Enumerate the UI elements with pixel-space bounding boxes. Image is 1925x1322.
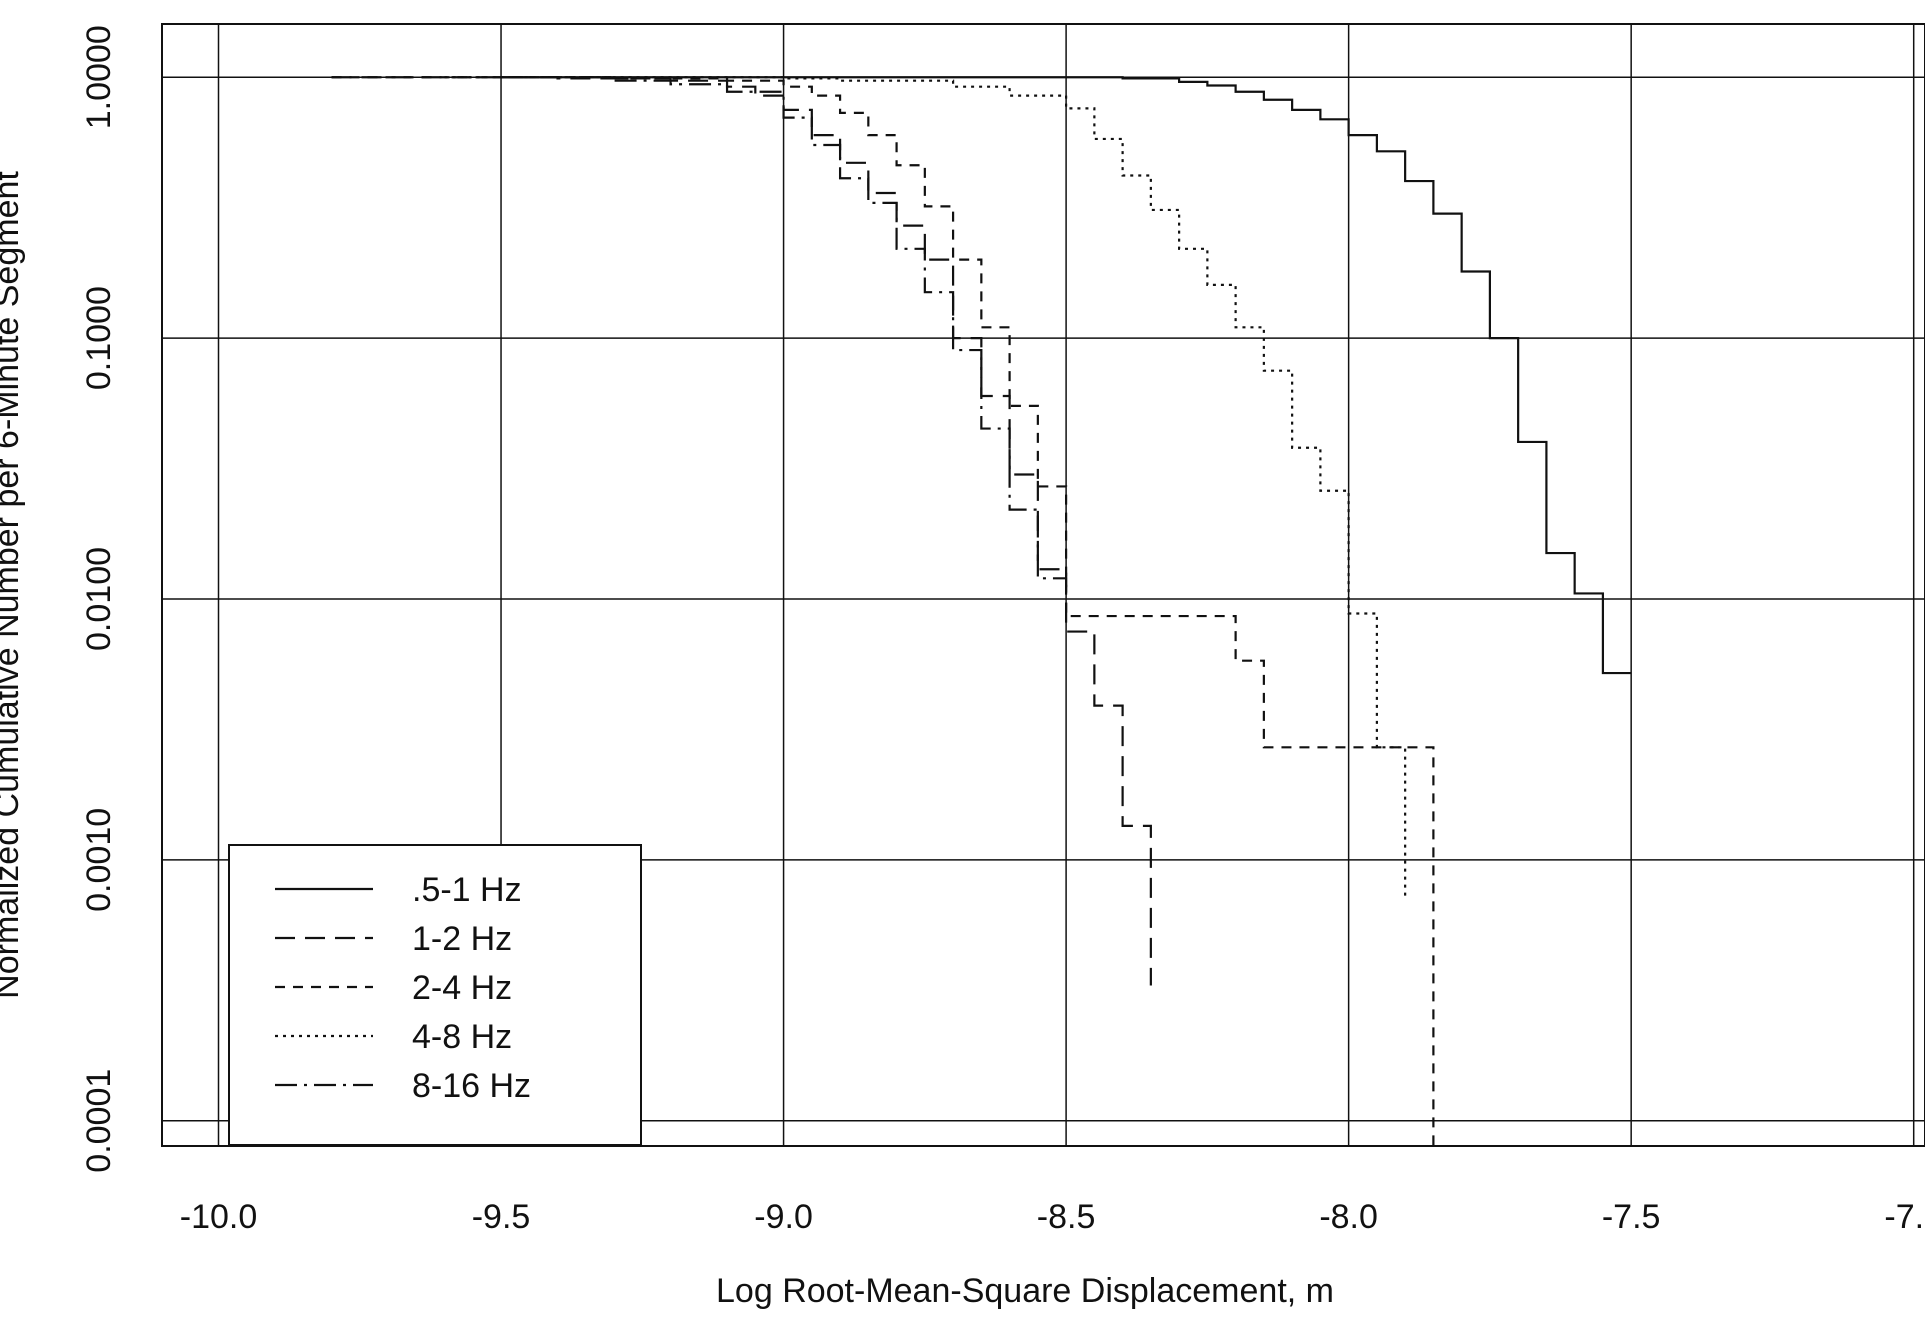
x-tick-label-3: -8.5 <box>1037 1198 1096 1236</box>
y-tick-label-3: 0.0010 <box>80 808 118 912</box>
series-group <box>331 76 1632 1146</box>
legend-label-4: 4-8 Hz <box>412 1018 512 1056</box>
legend-label-3: 2-4 Hz <box>412 969 512 1007</box>
x-tick-label-4: -8.0 <box>1319 1198 1378 1236</box>
legend-box <box>228 844 642 1146</box>
y-tick-label-2: 0.0100 <box>80 547 118 651</box>
x-tick-label-0: -10.0 <box>180 1198 258 1236</box>
legend-label-2: 1-2 Hz <box>412 920 512 958</box>
series-line-4 <box>444 76 1407 901</box>
y-tick-label-4: 0.0001 <box>80 1069 118 1173</box>
series-line-3 <box>331 76 1435 1146</box>
x-axis-title: Log Root-Mean-Square Displacement, m <box>716 1272 1334 1310</box>
x-tick-label-2: -9.0 <box>754 1198 813 1236</box>
legend: .5-1 Hz 1-2 Hz 2-4 Hz 4-8 Hz 8-16 Hz <box>228 844 642 1146</box>
x-tick-label-5: -7.5 <box>1602 1198 1661 1236</box>
series-line-1 <box>501 76 1632 675</box>
y-tick-label-1: 0.1000 <box>80 286 118 390</box>
tick-labels: -10.0 -9.5 -9.0 -8.5 -8.0 -7.5 -7.0 1.0000 0.100… <box>80 25 1925 1236</box>
x-tick-label-6: -7.0 <box>1884 1198 1925 1236</box>
series-line-5 <box>501 76 1068 589</box>
y-tick-label-0: 1.0000 <box>80 25 118 129</box>
y-axis-title: Normalized Cumulative Number per 6-Minut… <box>0 171 26 999</box>
x-tick-label-1: -9.5 <box>472 1198 531 1236</box>
legend-label-1: .5-1 Hz <box>412 871 522 909</box>
legend-label-5: 8-16 Hz <box>412 1067 531 1105</box>
series-line-2 <box>331 76 1152 986</box>
